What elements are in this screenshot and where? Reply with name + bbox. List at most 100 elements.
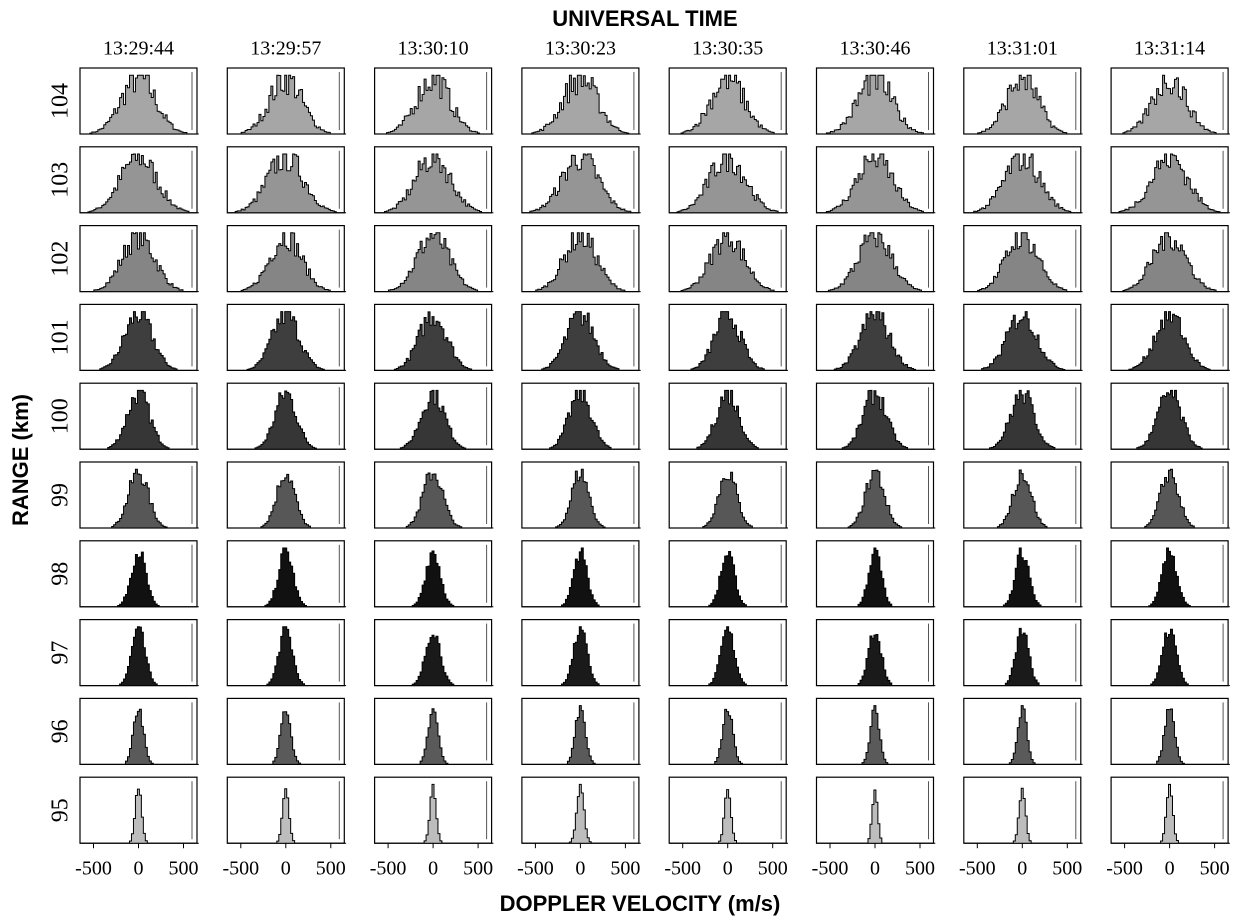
column-label: 13:31:14 — [1134, 38, 1205, 60]
row-label: 97 — [48, 641, 74, 665]
histogram — [669, 789, 788, 844]
row-label: 102 — [48, 241, 74, 277]
histogram — [963, 311, 1083, 371]
column-label: 13:29:44 — [103, 38, 174, 60]
histogram — [80, 74, 199, 135]
histogram — [227, 711, 347, 765]
histogram — [669, 232, 788, 293]
histogram — [669, 311, 788, 371]
histogram — [963, 705, 1083, 765]
histogram — [521, 468, 641, 529]
histogram — [374, 472, 494, 529]
histogram — [374, 634, 494, 687]
histogram — [816, 469, 936, 529]
histogram — [521, 232, 641, 293]
histogram — [669, 389, 788, 450]
histogram — [816, 705, 936, 765]
column-label: 13:31:01 — [987, 38, 1058, 60]
histogram — [1111, 389, 1230, 450]
histogram — [80, 708, 199, 765]
histogram — [816, 789, 936, 844]
histogram — [521, 74, 641, 135]
x-tick-label: 500 — [610, 858, 640, 880]
histogram — [374, 153, 494, 214]
histogram — [963, 469, 1083, 529]
histogram — [80, 468, 199, 529]
histogram — [1111, 468, 1230, 529]
histogram — [374, 783, 494, 844]
row-label: 103 — [48, 162, 74, 198]
histogram — [80, 232, 199, 293]
x-tick-label: 0 — [1165, 858, 1175, 880]
histogram — [227, 153, 347, 214]
histogram — [1111, 311, 1230, 371]
column-label: 13:30:35 — [692, 38, 763, 60]
histogram — [1111, 74, 1230, 135]
histogram — [669, 550, 788, 608]
x-axis-label: DOPPLER VELOCITY (m/s) — [500, 891, 781, 916]
histogram — [521, 389, 641, 450]
histogram — [1111, 628, 1230, 687]
histogram — [1111, 547, 1230, 608]
histogram — [227, 626, 347, 687]
histogram — [963, 74, 1083, 135]
histogram — [1111, 708, 1230, 765]
row-label: 100 — [48, 398, 74, 434]
histogram — [80, 153, 199, 214]
histogram — [963, 547, 1083, 608]
column-label: 13:30:10 — [398, 38, 469, 60]
histogram — [521, 626, 641, 687]
column-label: 13:29:57 — [250, 38, 321, 60]
histogram — [521, 311, 641, 371]
x-tick-label: 0 — [575, 858, 585, 880]
column-label: 13:30:46 — [839, 38, 910, 60]
histogram — [80, 551, 199, 608]
histogram — [963, 787, 1083, 844]
chart-title: UNIVERSAL TIME — [552, 6, 737, 31]
histogram — [521, 783, 641, 844]
histogram — [816, 389, 936, 450]
histogram — [80, 788, 199, 844]
histogram — [816, 547, 936, 608]
histogram — [669, 471, 788, 529]
histogram — [963, 389, 1083, 450]
histogram — [80, 626, 199, 687]
histogram — [816, 74, 936, 135]
histogram — [963, 153, 1083, 214]
histogram — [963, 627, 1083, 687]
histogram — [374, 550, 494, 608]
row-label: 99 — [48, 483, 74, 507]
histogram — [374, 708, 494, 765]
x-tick-label: 500 — [169, 858, 199, 880]
x-tick-label: -500 — [1106, 858, 1143, 880]
histogram — [669, 153, 788, 214]
histogram — [521, 153, 641, 214]
histogram — [227, 74, 347, 135]
x-tick-label: -500 — [75, 858, 112, 880]
histogram — [374, 232, 494, 293]
x-tick-label: -500 — [517, 858, 554, 880]
x-tick-label: 0 — [134, 858, 144, 880]
histogram — [1111, 232, 1230, 293]
histogram — [1111, 153, 1230, 214]
row-label: 104 — [48, 83, 74, 119]
x-tick-label: 500 — [316, 858, 346, 880]
histogram — [816, 633, 936, 687]
x-tick-label: 0 — [723, 858, 733, 880]
row-label: 101 — [48, 319, 74, 355]
histogram — [227, 473, 347, 529]
histogram — [669, 74, 788, 135]
histogram — [374, 311, 494, 371]
row-label: 96 — [48, 719, 74, 743]
x-tick-label: 500 — [758, 858, 788, 880]
row-label: 95 — [48, 798, 74, 822]
x-tick-label: 500 — [1200, 858, 1230, 880]
histogram — [227, 232, 347, 293]
x-tick-label: 500 — [463, 858, 493, 880]
histogram — [816, 311, 936, 371]
histogram — [227, 311, 347, 371]
y-axis-label: RANGE (km) — [8, 394, 33, 526]
x-tick-label: 500 — [1052, 858, 1082, 880]
histogram — [1111, 783, 1230, 844]
